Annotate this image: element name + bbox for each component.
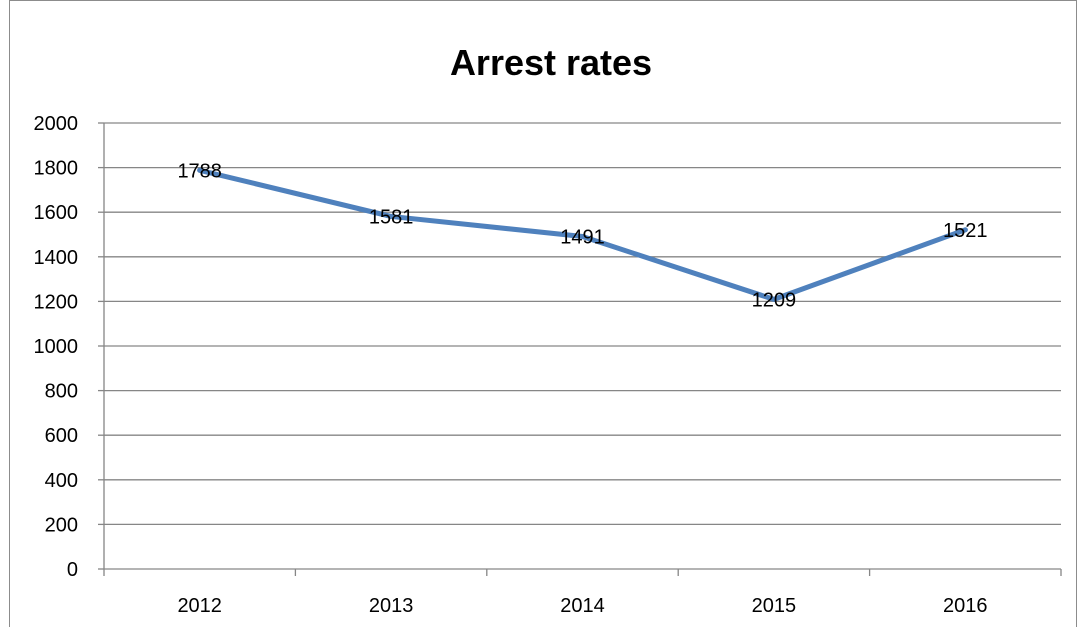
x-tick-label: 2016 [943, 595, 988, 617]
y-tick-label: 400 [45, 470, 78, 492]
x-tick-label: 2015 [752, 595, 797, 617]
data-label: 1491 [560, 227, 605, 249]
data-point [388, 213, 394, 219]
chart-frame [9, 0, 1077, 627]
y-tick-label: 1400 [34, 247, 79, 269]
data-label: 1788 [177, 160, 222, 182]
x-tick-label: 2012 [177, 595, 222, 617]
y-tick-label: 1000 [34, 336, 79, 358]
data-label: 1581 [369, 206, 414, 228]
y-tick-label: 600 [45, 425, 78, 447]
data-point [580, 234, 585, 240]
y-tick-label: 1800 [34, 158, 79, 180]
y-tick-label: 1200 [34, 291, 79, 313]
y-tick-label: 1600 [34, 202, 79, 224]
y-axis-tick-labels: 0 200 400 600 800 1000 1200 1400 1600 1800 2000 [34, 113, 79, 581]
x-axis-tick-labels: 2012 2013 2014 2015 2016 [177, 595, 987, 617]
data-label: 1521 [943, 220, 988, 242]
y-tick-label: 200 [45, 514, 78, 536]
x-tick-label: 2014 [560, 595, 605, 617]
x-tick-label: 2013 [369, 595, 414, 617]
gridlines [104, 122, 1061, 526]
data-point [771, 296, 777, 302]
data-point [962, 227, 968, 233]
data-labels: 1788 1581 1491 1209 1521 [177, 160, 987, 311]
data-label: 1209 [752, 289, 797, 311]
series [197, 167, 968, 302]
chart-title: Arrest rates [450, 42, 652, 83]
y-tick-label: 800 [45, 381, 78, 403]
y-tick-label: 0 [67, 559, 78, 581]
axes [98, 122, 1062, 576]
y-tick-label: 2000 [34, 113, 79, 135]
data-point [197, 167, 203, 173]
